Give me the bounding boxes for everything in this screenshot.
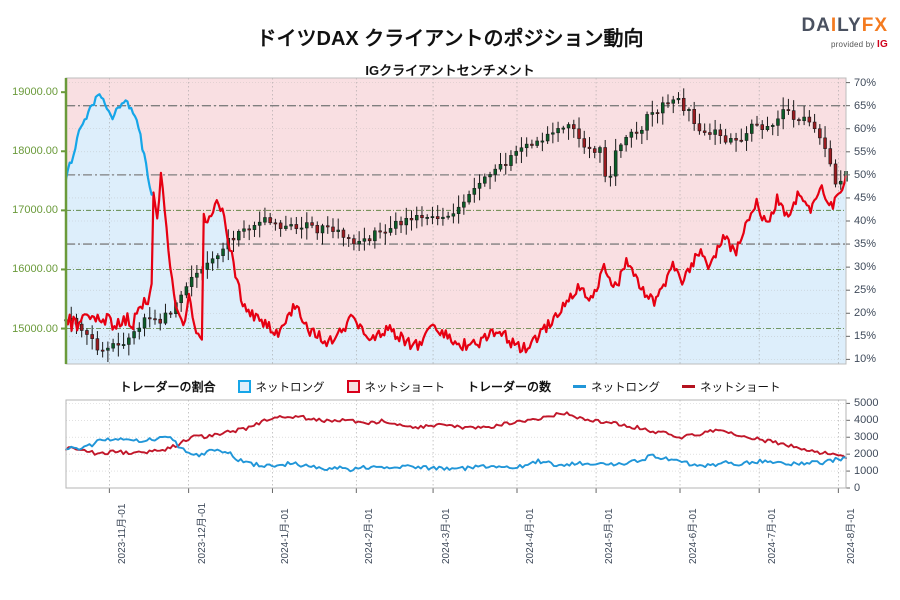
percent-tick-label: 40%	[854, 215, 877, 227]
percent-tick-label: 65%	[854, 99, 877, 112]
price-tick-label: 15000.00	[12, 322, 58, 335]
logo-wordmark: DAILYFX	[801, 16, 888, 35]
page-title: ドイツDAX クライアントのポジション動向	[256, 28, 644, 50]
logo-da: DA	[801, 15, 831, 36]
price-tick-label: 18000.00	[12, 145, 58, 158]
date-tick-label: 2024-2月-01	[364, 508, 376, 564]
legend-label: ネットショート	[700, 381, 781, 394]
logo-provided-label: provided by	[831, 40, 875, 49]
line-marker-icon	[573, 385, 587, 388]
percent-tick-label: 50%	[854, 168, 877, 181]
percent-tick-label: 20%	[854, 307, 877, 320]
percent-tick-label: 15%	[854, 330, 877, 343]
logo-ig: IG	[877, 39, 888, 50]
legend-item-ratio-net-short[interactable]: ネットショート	[346, 379, 446, 395]
count-tick-label: 0	[854, 482, 861, 494]
legend-item-count-net-long[interactable]: ネットロング	[573, 379, 660, 395]
chart-subtitle: IGクライアントセンチメント	[365, 63, 535, 78]
percent-tick-label: 30%	[854, 261, 877, 274]
date-tick-label: 2024-5月-01	[604, 508, 616, 564]
percent-tick-label: 25%	[854, 284, 877, 297]
price-tick-label: 19000.00	[12, 86, 58, 99]
count-tick-label: 3000	[854, 431, 879, 444]
date-tick-label: 2024-1月-01	[280, 508, 292, 564]
date-tick-label: 2024-4月-01	[524, 508, 536, 564]
legend-label: ネットロング	[591, 381, 661, 394]
percent-tick-label: 70%	[854, 76, 877, 89]
square-marker-icon	[237, 380, 251, 393]
square-marker-icon	[346, 380, 360, 393]
date-tick-label: 2024-6月-01	[688, 508, 700, 564]
legend-group-ratio-label: トレーダーの割合	[119, 380, 216, 394]
legend-item-ratio-net-long[interactable]: ネットロング	[237, 379, 325, 395]
price-tick-label: 17000.00	[12, 204, 58, 217]
legend-label: ネットショート	[364, 381, 446, 394]
date-tick-label: 2023-12月-01	[196, 502, 208, 564]
date-tick-label: 2024-8月-01	[846, 508, 858, 564]
percent-tick-label: 55%	[854, 145, 877, 158]
legend-group-count-label: トレーダーの数	[467, 380, 552, 394]
legend-label: ネットロング	[255, 381, 325, 394]
percent-tick-label: 10%	[854, 353, 877, 366]
logo-provided-by: provided by IG	[801, 40, 888, 50]
date-tick-label: 2023-11月-01	[117, 503, 129, 564]
count-tick-label: 1000	[854, 465, 879, 478]
logo-ly: LY	[837, 15, 862, 36]
count-tick-label: 4000	[854, 414, 879, 427]
dailyfx-logo: DAILYFX provided by IG	[801, 16, 888, 50]
percent-tick-label: 35%	[854, 238, 877, 251]
chart-legend: トレーダーの割合 ネットロング ネットショート トレーダーの数 ネットロング ネ…	[0, 378, 900, 395]
date-tick-label: 2024-3月-01	[441, 508, 453, 564]
percent-tick-label: 60%	[854, 122, 877, 135]
line-marker-icon	[682, 385, 696, 388]
percent-tick-label: 45%	[854, 191, 877, 204]
count-tick-label: 2000	[854, 448, 879, 461]
date-tick-label: 2024-7月-01	[767, 508, 779, 564]
legend-item-count-net-short[interactable]: ネットショート	[682, 379, 781, 395]
price-tick-label: 16000.00	[12, 263, 58, 276]
logo-i-bar: I	[830, 15, 838, 36]
logo-fx: FX	[861, 15, 888, 36]
count-tick-label: 5000	[854, 397, 879, 410]
